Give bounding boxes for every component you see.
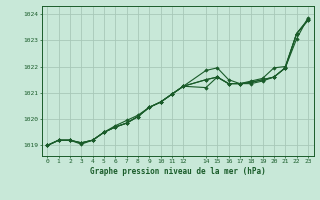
X-axis label: Graphe pression niveau de la mer (hPa): Graphe pression niveau de la mer (hPa) (90, 167, 266, 176)
